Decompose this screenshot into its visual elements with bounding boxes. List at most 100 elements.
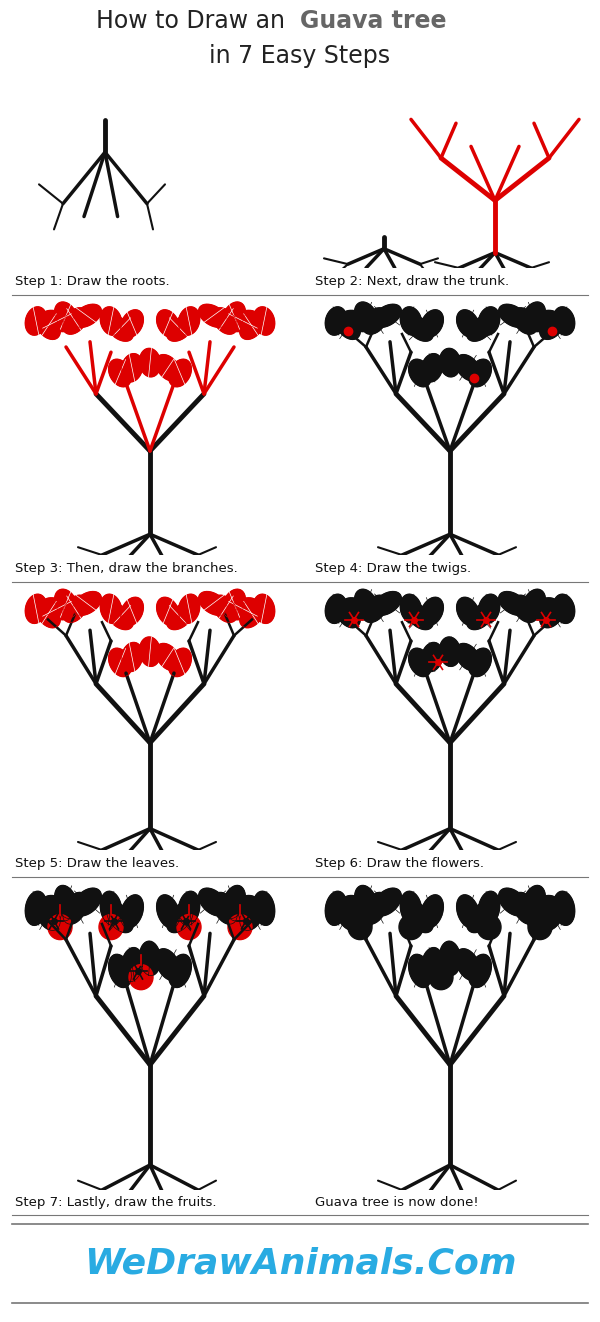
- Polygon shape: [100, 307, 122, 336]
- Polygon shape: [240, 600, 264, 628]
- Polygon shape: [523, 886, 545, 919]
- Polygon shape: [499, 591, 527, 615]
- Polygon shape: [467, 316, 493, 341]
- Polygon shape: [157, 895, 179, 928]
- Polygon shape: [336, 313, 360, 340]
- Polygon shape: [169, 360, 191, 387]
- Polygon shape: [109, 954, 131, 988]
- Polygon shape: [336, 600, 360, 628]
- Polygon shape: [355, 590, 377, 617]
- Polygon shape: [199, 304, 227, 328]
- Polygon shape: [421, 642, 443, 672]
- Polygon shape: [121, 895, 143, 928]
- Polygon shape: [121, 642, 143, 672]
- Polygon shape: [178, 594, 200, 624]
- Text: How to Draw an: How to Draw an: [96, 9, 300, 33]
- Polygon shape: [42, 598, 72, 620]
- Polygon shape: [167, 604, 193, 629]
- Polygon shape: [400, 891, 422, 925]
- Polygon shape: [409, 648, 431, 677]
- Polygon shape: [253, 594, 275, 624]
- Polygon shape: [439, 637, 461, 666]
- Polygon shape: [513, 595, 537, 623]
- Polygon shape: [36, 600, 60, 628]
- Polygon shape: [223, 886, 245, 919]
- Polygon shape: [478, 594, 500, 624]
- Circle shape: [477, 915, 501, 940]
- Polygon shape: [499, 304, 527, 328]
- Text: in 7 Easy Steps: in 7 Easy Steps: [209, 44, 391, 69]
- Polygon shape: [109, 360, 131, 387]
- Polygon shape: [228, 598, 258, 620]
- Polygon shape: [100, 594, 122, 624]
- Polygon shape: [213, 595, 237, 623]
- Polygon shape: [528, 598, 558, 620]
- Polygon shape: [456, 644, 480, 670]
- Polygon shape: [373, 591, 401, 615]
- Polygon shape: [25, 307, 47, 336]
- Polygon shape: [342, 895, 372, 921]
- Polygon shape: [107, 903, 133, 932]
- Polygon shape: [457, 598, 479, 625]
- Polygon shape: [55, 886, 77, 919]
- Polygon shape: [421, 309, 443, 337]
- Text: Guava tree: Guava tree: [300, 9, 446, 33]
- Circle shape: [399, 915, 423, 940]
- Polygon shape: [373, 888, 401, 916]
- Polygon shape: [121, 598, 143, 625]
- Circle shape: [177, 915, 201, 940]
- Polygon shape: [167, 903, 193, 932]
- Polygon shape: [107, 604, 133, 629]
- Polygon shape: [73, 304, 101, 328]
- Polygon shape: [169, 648, 191, 677]
- Polygon shape: [73, 888, 101, 916]
- Polygon shape: [63, 595, 87, 623]
- Polygon shape: [157, 598, 179, 625]
- Polygon shape: [540, 600, 564, 628]
- Polygon shape: [25, 891, 47, 925]
- Polygon shape: [342, 598, 372, 620]
- Polygon shape: [325, 594, 347, 624]
- Polygon shape: [513, 892, 537, 924]
- Polygon shape: [469, 954, 491, 988]
- Polygon shape: [139, 637, 161, 666]
- Polygon shape: [469, 648, 491, 677]
- Polygon shape: [223, 301, 245, 329]
- Polygon shape: [363, 595, 387, 623]
- Polygon shape: [457, 895, 479, 928]
- Polygon shape: [513, 308, 537, 334]
- Polygon shape: [553, 594, 575, 624]
- Polygon shape: [213, 892, 237, 924]
- Polygon shape: [167, 316, 193, 341]
- Polygon shape: [467, 903, 493, 932]
- Polygon shape: [407, 604, 433, 629]
- Polygon shape: [42, 895, 72, 921]
- Polygon shape: [457, 309, 479, 337]
- Polygon shape: [157, 309, 179, 337]
- Polygon shape: [36, 313, 60, 340]
- Polygon shape: [199, 591, 227, 615]
- Polygon shape: [73, 591, 101, 615]
- Polygon shape: [228, 311, 258, 332]
- Polygon shape: [36, 899, 60, 931]
- Polygon shape: [469, 360, 491, 387]
- Polygon shape: [199, 888, 227, 916]
- Text: Step 2: Next, draw the trunk.: Step 2: Next, draw the trunk.: [315, 275, 509, 288]
- Polygon shape: [55, 590, 77, 617]
- Polygon shape: [139, 941, 161, 976]
- Text: WeDrawAnimals.Com: WeDrawAnimals.Com: [84, 1247, 516, 1281]
- Polygon shape: [178, 307, 200, 336]
- Polygon shape: [55, 301, 77, 329]
- Polygon shape: [499, 888, 527, 916]
- Polygon shape: [156, 354, 180, 381]
- Polygon shape: [178, 891, 200, 925]
- Polygon shape: [363, 892, 387, 924]
- Polygon shape: [107, 316, 133, 341]
- Polygon shape: [42, 311, 72, 332]
- Polygon shape: [169, 954, 191, 988]
- Polygon shape: [553, 307, 575, 336]
- Polygon shape: [109, 648, 131, 677]
- Polygon shape: [223, 590, 245, 617]
- Polygon shape: [253, 307, 275, 336]
- Polygon shape: [421, 354, 443, 382]
